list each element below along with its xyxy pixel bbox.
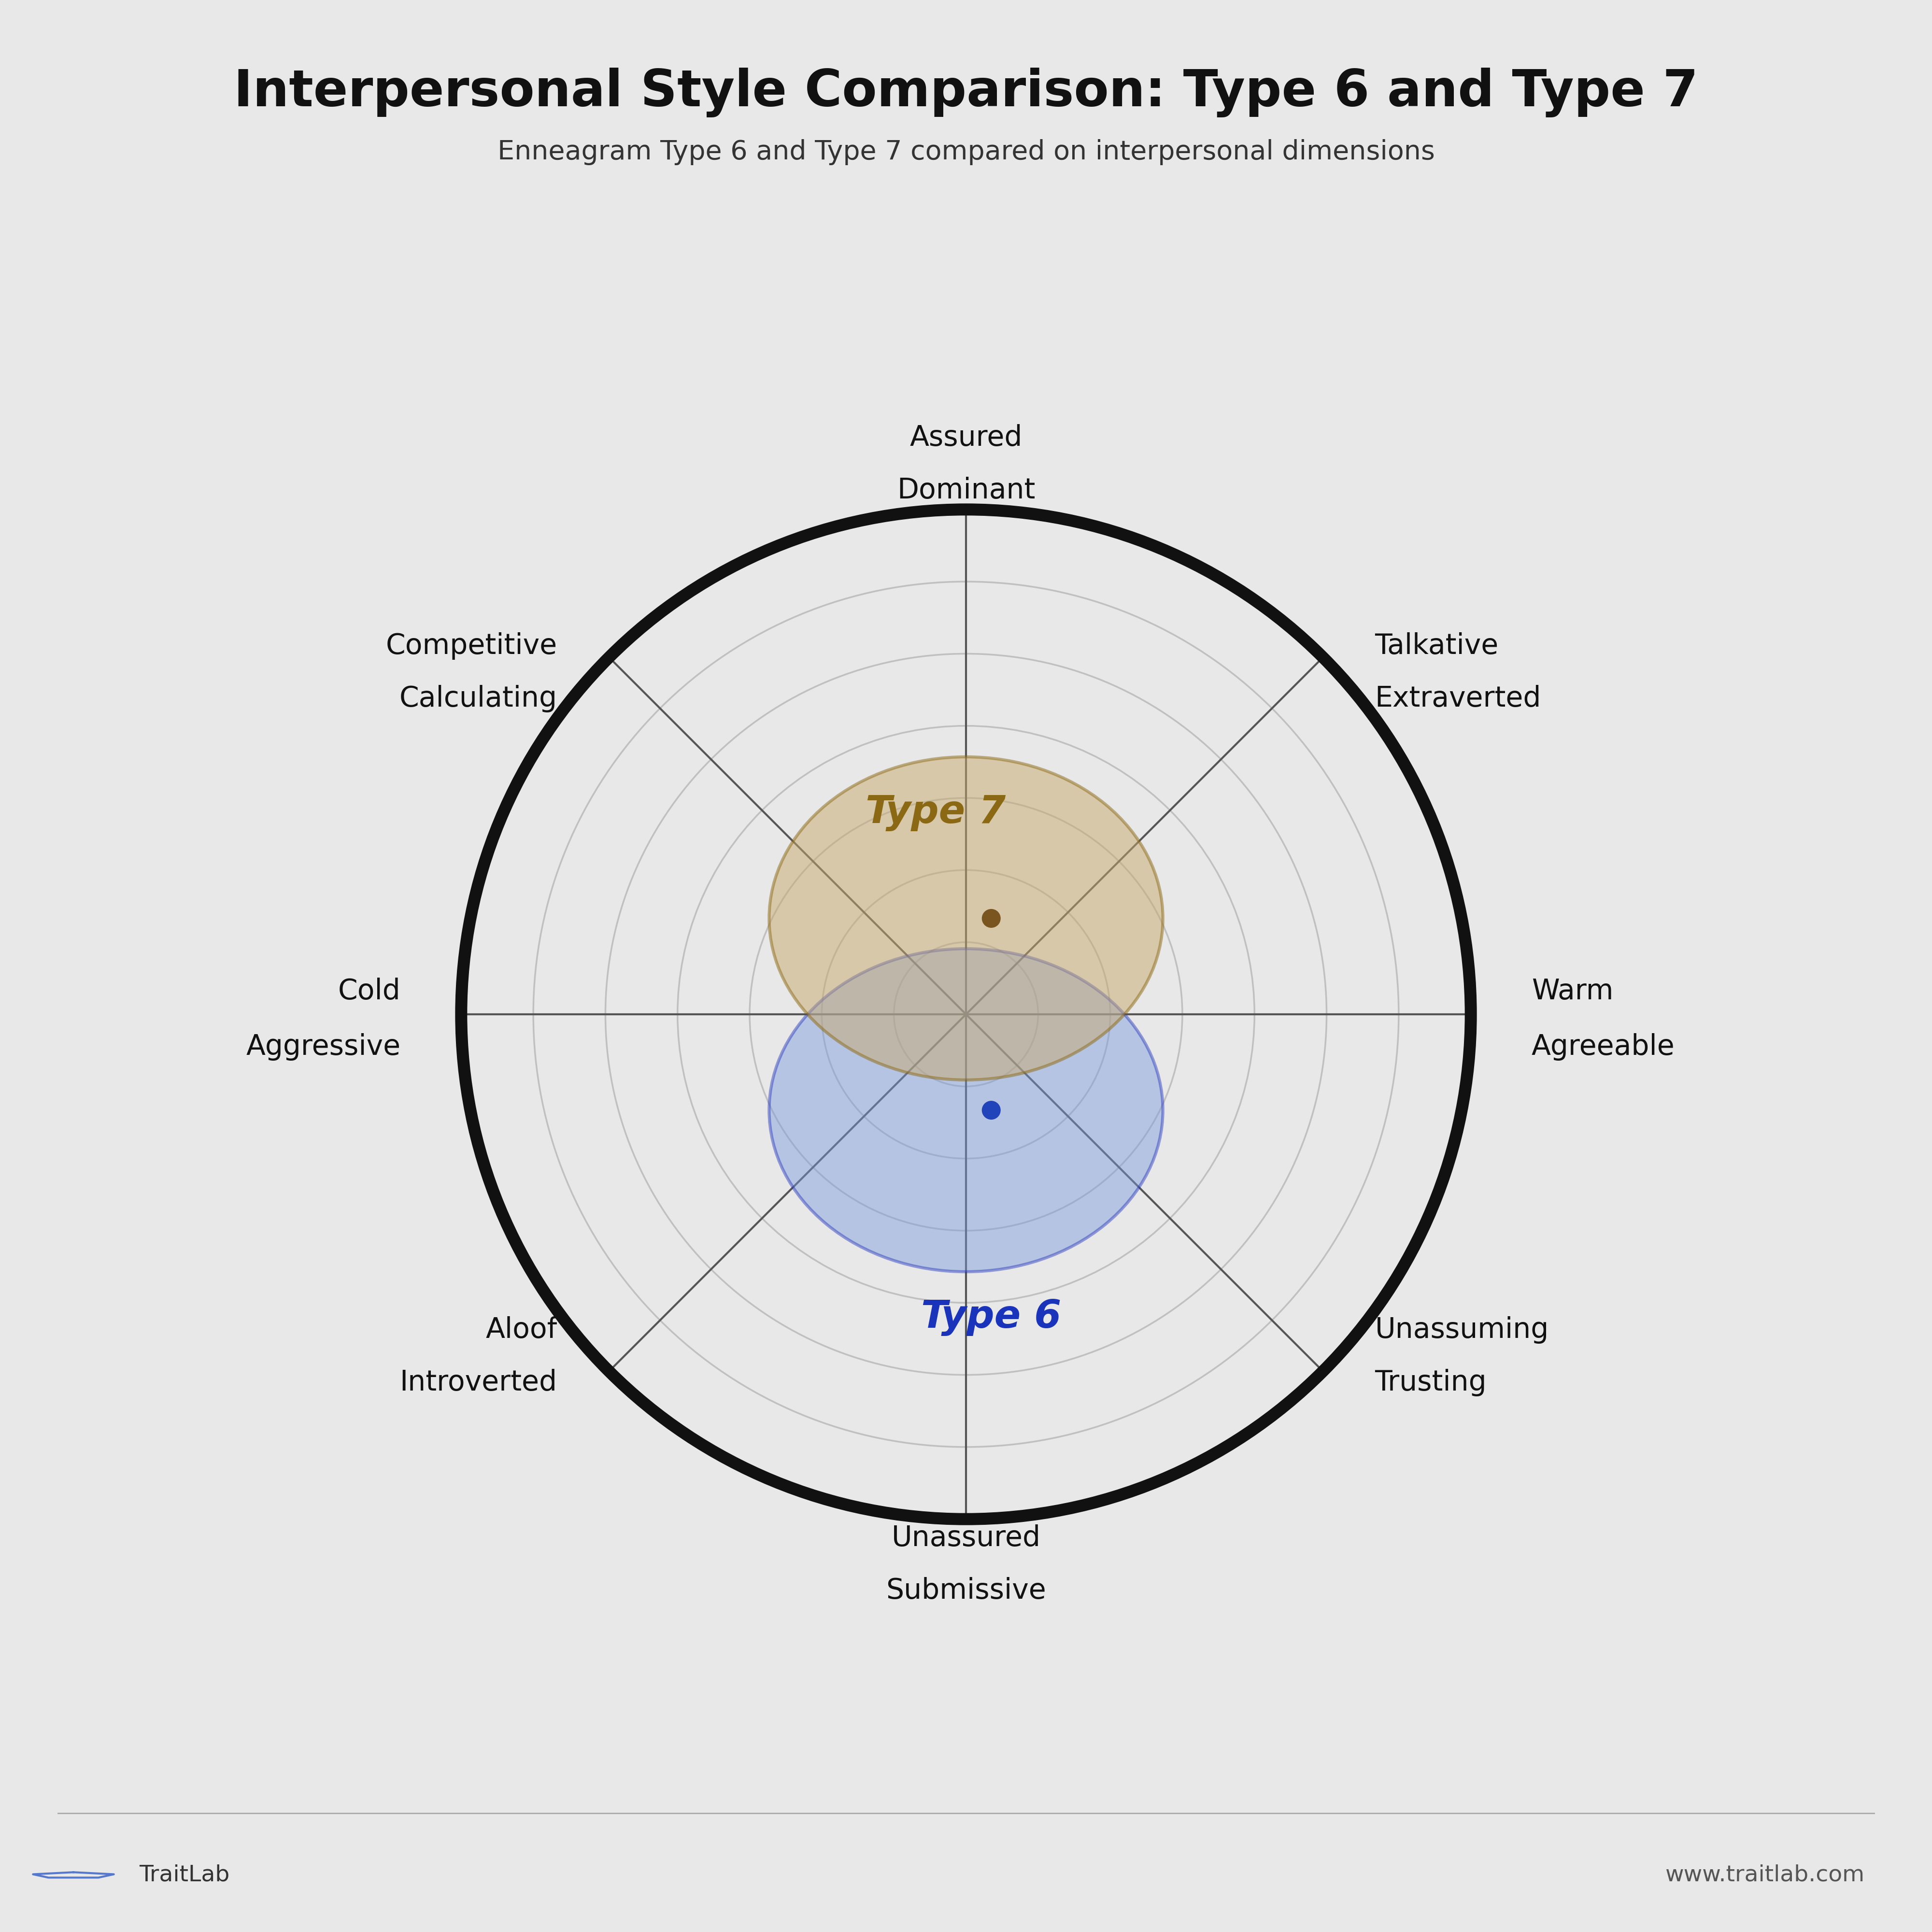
Text: Aloof: Aloof xyxy=(485,1316,556,1343)
Text: Agreeable: Agreeable xyxy=(1532,1034,1675,1061)
Text: Enneagram Type 6 and Type 7 compared on interpersonal dimensions: Enneagram Type 6 and Type 7 compared on … xyxy=(497,139,1435,166)
Text: Introverted: Introverted xyxy=(400,1370,556,1397)
Text: Talkative: Talkative xyxy=(1376,632,1499,659)
Text: Warm: Warm xyxy=(1532,978,1613,1005)
Text: Type 6: Type 6 xyxy=(922,1298,1061,1337)
Text: Interpersonal Style Comparison: Type 6 and Type 7: Interpersonal Style Comparison: Type 6 a… xyxy=(234,68,1698,118)
Text: Unassured: Unassured xyxy=(891,1524,1041,1551)
Text: Extraverted: Extraverted xyxy=(1376,686,1542,713)
Circle shape xyxy=(981,910,1001,927)
Text: Assured: Assured xyxy=(910,423,1022,452)
Text: Competitive: Competitive xyxy=(386,632,556,659)
Text: Trusting: Trusting xyxy=(1376,1370,1488,1397)
Text: Type 7: Type 7 xyxy=(866,794,1007,831)
Circle shape xyxy=(981,1101,1001,1119)
Text: Calculating: Calculating xyxy=(400,686,556,713)
Ellipse shape xyxy=(769,949,1163,1271)
Text: Cold: Cold xyxy=(338,978,400,1005)
Ellipse shape xyxy=(769,757,1163,1080)
Text: Aggressive: Aggressive xyxy=(245,1034,400,1061)
Text: www.traitlab.com: www.traitlab.com xyxy=(1665,1864,1864,1886)
Text: Unassuming: Unassuming xyxy=(1376,1316,1549,1343)
Text: Dominant: Dominant xyxy=(896,477,1036,504)
Text: TraitLab: TraitLab xyxy=(139,1864,230,1886)
Text: Submissive: Submissive xyxy=(887,1577,1045,1605)
